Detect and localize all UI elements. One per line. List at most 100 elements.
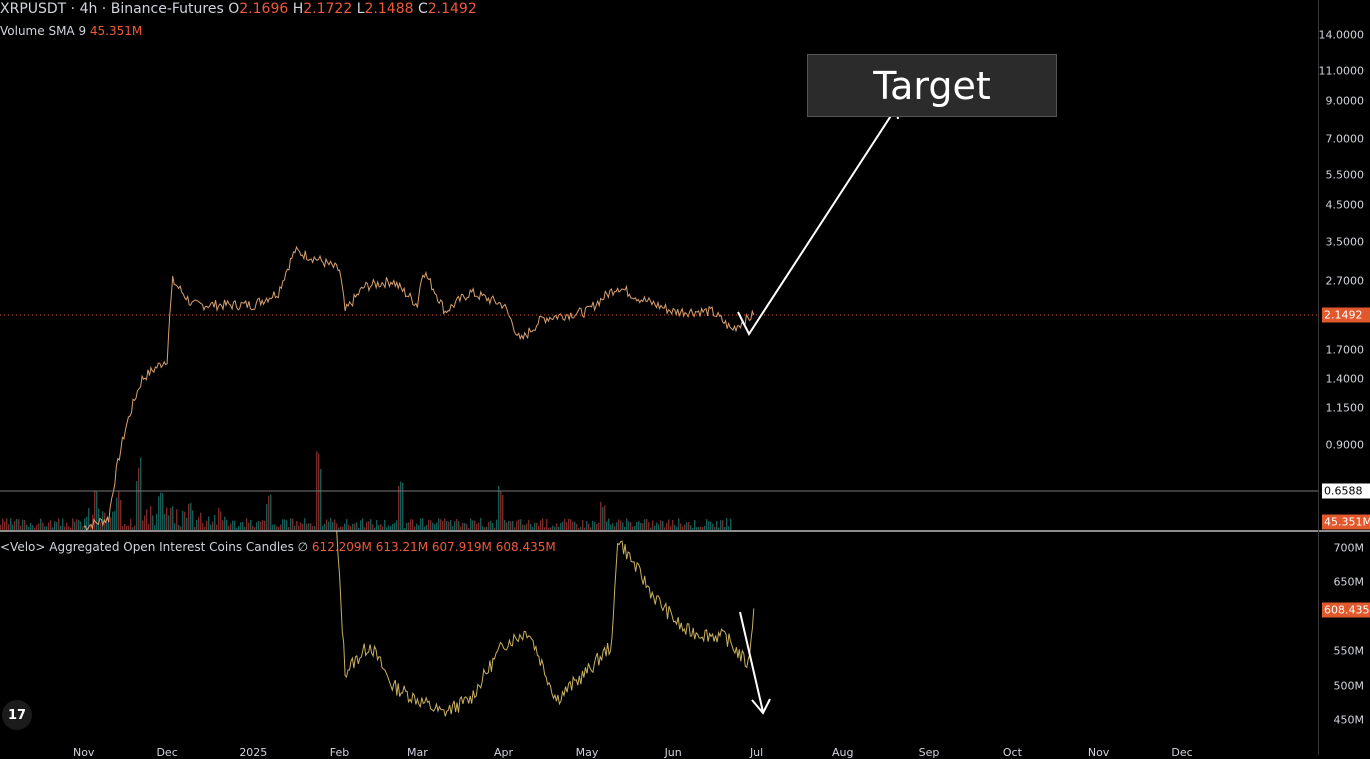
volume-bar [468, 527, 470, 530]
last-price-badge: 2.1492 [1322, 307, 1370, 323]
volume-bar [576, 523, 578, 530]
volume-bar [534, 522, 536, 530]
volume-bar [124, 523, 126, 530]
volume-bar [282, 519, 284, 530]
volume-bar [4, 521, 6, 530]
volume-bar [28, 526, 30, 530]
volume-bar [232, 520, 234, 530]
volume-bar [646, 518, 648, 530]
volume-bar [666, 522, 668, 530]
high-label: H [292, 1, 304, 17]
volume-bar [238, 525, 240, 530]
volume-bar [440, 519, 442, 530]
oi-tick: 450M [1333, 713, 1365, 727]
volume-bar [136, 481, 138, 530]
volume-bars [0, 451, 732, 530]
volume-bar [428, 519, 430, 530]
volume-bar [26, 524, 28, 530]
volume-bar [520, 519, 522, 530]
volume-bar [178, 524, 180, 530]
volume-bar [406, 522, 408, 530]
volume-bar [584, 527, 586, 530]
volume-bar [242, 521, 244, 530]
volume-bar [528, 519, 530, 530]
volume-bar [30, 522, 32, 530]
volume-bar [686, 522, 688, 530]
volume-bar [620, 520, 622, 530]
volume-bar [618, 519, 620, 530]
volume-bar [706, 519, 708, 530]
symbol-title[interactable]: XRPUSDT · 4h · Binance-Futures [0, 1, 224, 17]
low-value: 2.1488 [364, 1, 414, 17]
volume-bar [268, 495, 270, 530]
volume-bar [678, 518, 680, 530]
volume-bar [492, 523, 494, 530]
volume-bar [714, 526, 716, 530]
volume-bar [472, 520, 474, 530]
volume-bar [166, 507, 168, 530]
volume-bar [540, 520, 542, 530]
volume-bar [228, 525, 230, 530]
volume-bar [456, 519, 458, 530]
volume-bar [206, 520, 208, 530]
volume-bar [376, 519, 378, 530]
volume-bar [640, 522, 642, 530]
volume-bar [258, 520, 260, 530]
oi-legend[interactable]: <Velo> Aggregated Open Interest Coins Ca… [0, 540, 556, 554]
target-label-box[interactable]: Target [807, 54, 1057, 117]
time-tick: Jul [749, 746, 764, 759]
volume-bar [274, 524, 276, 530]
volume-bar [450, 519, 452, 530]
volume-bar [158, 496, 160, 530]
open-value: 2.1696 [239, 1, 289, 17]
price-tick: 5.5000 [1325, 168, 1365, 182]
oi-line [336, 530, 755, 717]
volume-bar [16, 519, 18, 530]
volume-bar [608, 518, 610, 530]
volume-bar [436, 522, 438, 530]
volume-bar [386, 527, 388, 530]
volume-sma-badge: 45.351M [1322, 514, 1370, 530]
time-tick: Nov [72, 746, 95, 759]
volume-bar [378, 524, 380, 530]
oi-tick: 550M [1333, 644, 1365, 658]
volume-bar [140, 457, 142, 530]
volume-bar [430, 520, 432, 530]
volume-bar [10, 518, 12, 530]
volume-bar [146, 509, 148, 530]
volume-legend[interactable]: Volume SMA 9 45.351M [0, 24, 142, 38]
down-arrow [739, 611, 771, 715]
volume-bar [692, 527, 694, 530]
volume-bar [698, 526, 700, 530]
volume-bar [270, 494, 272, 530]
volume-bar [150, 506, 152, 530]
price-tick: 2.7000 [1325, 274, 1365, 288]
volume-bar [718, 527, 720, 530]
volume-bar [546, 518, 548, 530]
cursor-price-badge: 0.6588 [1322, 483, 1370, 499]
volume-bar [46, 526, 48, 530]
volume-bar [216, 524, 218, 530]
price-axis[interactable] [1318, 0, 1370, 755]
volume-bar [200, 512, 202, 530]
volume-bar [558, 526, 560, 530]
volume-bar [390, 526, 392, 530]
volume-bar [490, 520, 492, 530]
volume-bar [340, 526, 342, 530]
volume-bar [434, 524, 436, 530]
volume-bar [560, 522, 562, 530]
volume-bar [172, 506, 174, 530]
tradingview-logo[interactable]: 17 [2, 700, 32, 730]
time-tick: Oct [1002, 746, 1022, 759]
close-label: C [417, 1, 428, 17]
volume-bar [542, 518, 544, 530]
volume-bar [482, 526, 484, 530]
volume-bar [122, 526, 124, 530]
volume-bar [130, 518, 132, 530]
volume-bar [374, 527, 376, 530]
oi-label: <Velo> Aggregated Open Interest Coins Ca… [0, 540, 309, 554]
volume-bar [44, 526, 46, 530]
volume-bar [484, 527, 486, 530]
